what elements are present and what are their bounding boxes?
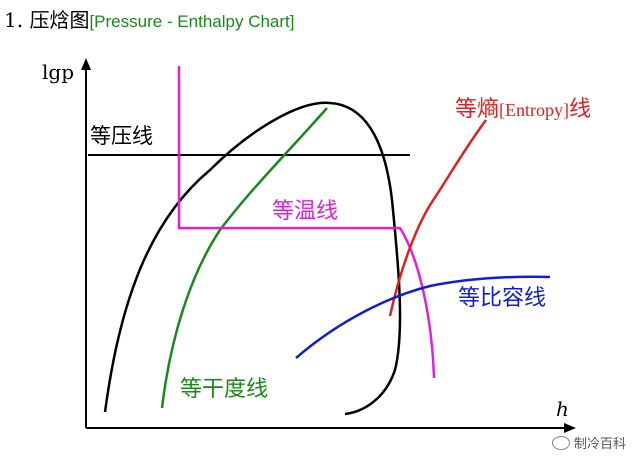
x-axis-label: h xyxy=(556,397,569,421)
chart-title: 1. 压焓图[Pressure - Enthalpy Chart] xyxy=(4,4,294,33)
axes: lgp h xyxy=(42,58,576,433)
y-axis-arrow xyxy=(81,58,91,70)
y-axis-label: lgp xyxy=(42,60,74,84)
isentrope-label-suffix: 线 xyxy=(569,97,591,122)
watermark-text: 制冷百科 xyxy=(573,437,626,452)
x-axis-arrow xyxy=(564,423,576,433)
wechat-icon xyxy=(551,435,570,450)
isentrope-label-en: [Entropy] xyxy=(499,100,569,120)
isotherm-label: 等温线 xyxy=(272,199,338,224)
quality-label: 等干度线 xyxy=(180,377,268,402)
saturation-dome xyxy=(103,101,402,416)
isochore-line xyxy=(295,275,551,359)
title-number: 1. xyxy=(4,8,24,32)
isentrope-label: 等熵[Entropy]线 xyxy=(455,97,591,122)
isentrope-line xyxy=(388,119,488,317)
title-chinese: 压焓图 xyxy=(29,8,90,32)
quality-line xyxy=(160,107,328,409)
watermark: 制冷百科 xyxy=(551,433,626,452)
isobar-label: 等压线 xyxy=(90,124,153,148)
isentrope-label-cn: 等熵 xyxy=(455,97,499,122)
isochore-label: 等比容线 xyxy=(458,286,546,311)
isotherm-line xyxy=(177,66,436,379)
title-english: [Pressure - Enthalpy Chart] xyxy=(89,12,295,31)
